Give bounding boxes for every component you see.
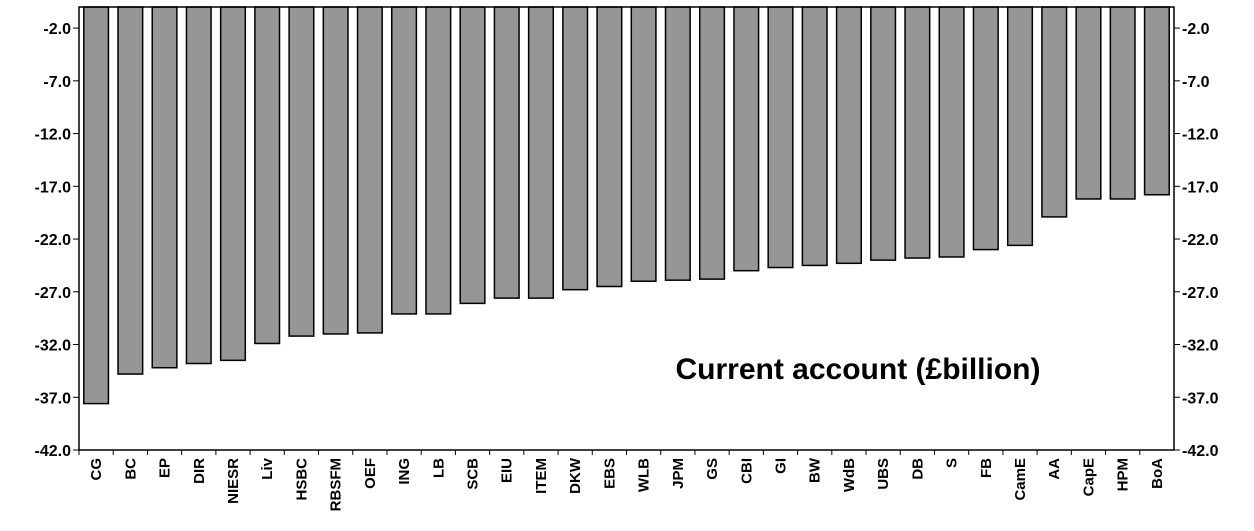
chart-title: Current account (£billion): [675, 353, 1040, 386]
bar-gs: [698, 6, 726, 280]
left-y-tick-label: -42.0: [35, 443, 72, 460]
x-tick-label-came: CamE: [1012, 458, 1029, 501]
x-tick-label-gi: GI: [772, 458, 789, 474]
x-tick-label-wdb: WdB: [841, 458, 858, 492]
bar-aa: [1041, 6, 1068, 218]
left-y-tick-label: -12.0: [35, 127, 72, 144]
x-tick-label-hsbc: HSBC: [293, 458, 310, 501]
bar-cbi: [733, 6, 760, 272]
bar-cg: [83, 6, 110, 405]
bar-wdb: [835, 6, 862, 265]
bar-cape: [1075, 6, 1102, 200]
x-tick-label-bc: BC: [122, 458, 139, 480]
x-tick-label-boa: BoA: [1149, 458, 1166, 489]
bar-ebs: [596, 6, 623, 288]
left-y-tick-label: -27.0: [35, 285, 72, 302]
x-tick-label-dir: DIR: [191, 458, 208, 484]
x-tick-label-liv: Liv: [259, 457, 276, 479]
left-y-tick-label: -2.0: [43, 21, 71, 38]
x-tick-label-eiu: EIU: [499, 458, 516, 483]
bar-hpm: [1109, 6, 1136, 200]
bar-wlb: [630, 6, 657, 282]
bar-ing: [391, 6, 418, 315]
x-tick-label-cape: CapE: [1080, 458, 1097, 496]
right-y-tick-label: -37.0: [1182, 390, 1219, 407]
x-tick-label-ebs: EBS: [601, 458, 618, 489]
bar-s: [938, 6, 965, 258]
x-tick-label-item: ITEM: [533, 458, 550, 494]
x-tick-label-niesr: NIESR: [225, 458, 242, 504]
x-tick-label-cbi: CBI: [738, 458, 755, 484]
bar-scb: [459, 6, 486, 305]
x-tick-label-fb: FB: [978, 458, 995, 478]
bar-dir: [185, 6, 212, 365]
bar-bc: [117, 6, 144, 375]
x-tick-label-ubs: UBS: [875, 458, 892, 490]
right-y-tick-label: -12.0: [1182, 127, 1219, 144]
right-y-tick-label: -27.0: [1182, 285, 1219, 302]
bar-eiu: [493, 6, 520, 299]
bar-came: [1006, 6, 1034, 247]
bar-dkw: [562, 6, 589, 291]
x-tick-label-lb: LB: [430, 458, 447, 478]
bar-ep: [151, 6, 178, 369]
x-tick-label-ep: EP: [157, 458, 174, 478]
right-y-tick-label: -17.0: [1182, 179, 1219, 196]
x-tick-label-db: DB: [909, 458, 926, 480]
bar-boa: [1143, 6, 1170, 196]
left-y-tick-label: -37.0: [35, 390, 72, 407]
bar-fb: [972, 6, 999, 251]
bar-series: [83, 6, 1170, 405]
bar-jpm: [664, 6, 691, 281]
right-y-tick-label: -22.0: [1182, 232, 1219, 249]
x-tick-label-oef: OEF: [362, 458, 379, 489]
x-tick-label-rbsfm: RBSFM: [328, 458, 345, 511]
bar-liv: [254, 6, 281, 345]
right-y-tick-label: -32.0: [1182, 338, 1219, 355]
bar-db: [904, 6, 931, 259]
bar-lb: [425, 6, 452, 315]
x-tick-label-cg: CG: [88, 458, 105, 481]
bar-rbsfm: [322, 6, 349, 335]
x-tick-label-scb: SCB: [465, 458, 482, 490]
bar-niesr: [219, 6, 247, 362]
bar-oef: [356, 6, 383, 334]
bar-hsbc: [288, 6, 315, 337]
x-tick-label-gs: GS: [704, 458, 721, 480]
x-tick-label-aa: AA: [1046, 458, 1063, 480]
right-y-tick-label: -7.0: [1182, 74, 1210, 91]
left-y-tick-label: -32.0: [35, 338, 72, 355]
bar-ubs: [870, 6, 897, 261]
x-tick-label-s: S: [944, 458, 961, 468]
x-tick-label-dkw: DKW: [567, 457, 584, 494]
x-tick-label-bw: BW: [807, 457, 824, 483]
right-y-axis: -2.0 -7.0 -12.0 -17.0 -22.0 -27.0 -32.0 -37.0 -4…: [1174, 21, 1219, 460]
x-tick-label-jpm: JPM: [670, 458, 687, 489]
left-y-tick-label: -22.0: [35, 232, 72, 249]
left-y-axis: -2.0 -7.0 -12.0 -17.0 -22.0 -27.0 -32.0 -37.0 -4…: [35, 21, 79, 460]
left-y-tick-label: -7.0: [43, 74, 71, 91]
right-y-tick-label: -42.0: [1182, 443, 1219, 460]
bar-gi: [767, 6, 794, 269]
bar-item: [527, 6, 555, 299]
x-axis: CG BC EP DIR NIESR Liv HSBC RBSFM OEF ING LB SCB EIU…: [78, 450, 1166, 511]
right-y-tick-label: -2.0: [1182, 21, 1210, 38]
x-tick-label-ing: ING: [396, 458, 413, 485]
left-y-tick-label: -17.0: [35, 179, 72, 196]
x-tick-label-hpm: HPM: [1115, 458, 1132, 491]
x-tick-label-wlb: WLB: [636, 458, 653, 492]
bar-bw: [801, 6, 828, 267]
